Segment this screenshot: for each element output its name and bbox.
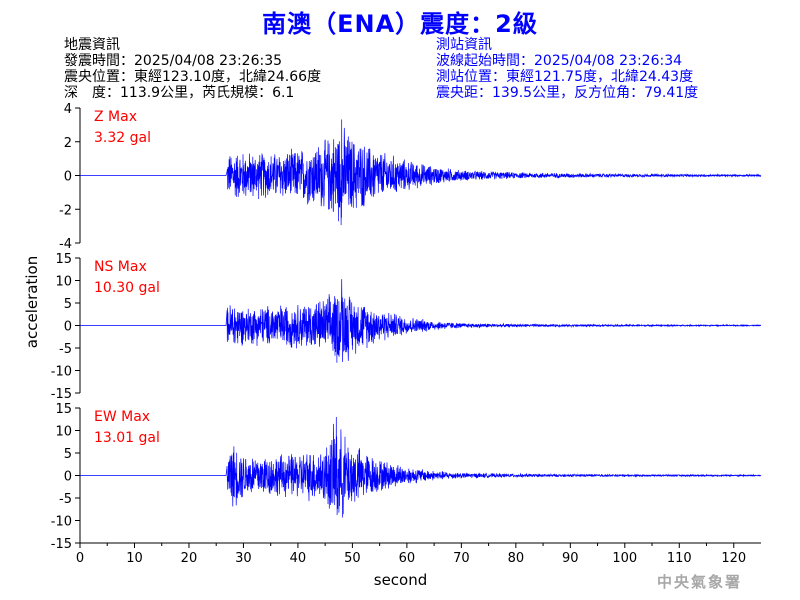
earthquake-info-block: 地震資訊 發震時間：2025/04/08 23:26:35 震央位置：東經123… <box>64 37 321 101</box>
ns-max-label: NS Max <box>94 259 147 275</box>
ns-waveform-trace <box>80 279 762 363</box>
epicenter-location: 震央位置：東經123.10度，北緯24.66度 <box>64 69 322 85</box>
x-tick-label: 70 <box>453 551 470 566</box>
x-tick-label: 10 <box>126 551 143 566</box>
ew-y-tick-label: 5 <box>64 447 72 462</box>
z-max-label: Z Max <box>94 109 137 125</box>
z-y-tick-label: 4 <box>64 102 72 117</box>
station-info-block: 測站資訊 波線起始時間：2025/04/08 23:26:34 測站位置：東經1… <box>436 37 698 101</box>
y-axis-label: acceleration <box>23 256 41 348</box>
x-tick-label: 0 <box>76 551 84 566</box>
wave-start-time: 波線起始時間：2025/04/08 23:26:34 <box>436 53 683 69</box>
ew-y-tick-label: 0 <box>64 470 72 485</box>
epicentral-distance: 震央距：139.5公里，反方位角：79.41度 <box>436 85 699 101</box>
z-y-tick-label: 0 <box>64 170 72 185</box>
agency-watermark: 中央氣象署 <box>657 573 743 591</box>
x-tick-label: 80 <box>508 551 525 566</box>
ns-y-tick-label: 5 <box>64 297 72 312</box>
ns-y-tick-label: -15 <box>51 387 72 402</box>
x-tick-label: 20 <box>181 551 198 566</box>
ns-y-tick-label: -5 <box>59 342 72 357</box>
x-tick-label: 50 <box>344 551 361 566</box>
ew-waveform-trace <box>80 416 762 518</box>
x-tick-label: 60 <box>399 551 416 566</box>
x-tick-label: 40 <box>290 551 307 566</box>
x-tick-label: 110 <box>667 551 692 566</box>
ns-y-tick-label: 0 <box>64 320 72 335</box>
x-tick-label: 30 <box>235 551 252 566</box>
x-tick-label: 120 <box>721 551 746 566</box>
x-axis-label: second <box>374 571 428 589</box>
ew-y-tick-label: 15 <box>55 402 72 417</box>
ns-y-tick-label: -10 <box>51 365 72 380</box>
x-tick-label: 100 <box>612 551 637 566</box>
depth-magnitude: 深 度：113.9公里，芮氏規模：6.1 <box>64 85 295 101</box>
z-y-tick-label: 2 <box>64 136 72 151</box>
chart-title: 南澳（ENA）震度：2級 <box>262 10 538 38</box>
ew-y-tick-label: -10 <box>51 515 72 530</box>
earthquake-info-heading: 地震資訊 <box>64 37 120 53</box>
ew-y-tick-label: -5 <box>59 492 72 507</box>
ew-y-tick-label: 10 <box>55 425 72 440</box>
ew-max-value: 13.01 gal <box>94 430 160 446</box>
ew-y-tick-label: -15 <box>51 537 72 552</box>
z-y-tick-label: -4 <box>59 237 72 252</box>
station-info-heading: 測站資訊 <box>436 37 492 53</box>
ns-y-tick-label: 10 <box>55 275 72 290</box>
z-max-value: 3.32 gal <box>94 130 151 146</box>
ns-y-tick-label: 15 <box>55 252 72 267</box>
z-y-tick-label: -2 <box>59 203 72 218</box>
ns-max-value: 10.30 gal <box>94 280 160 296</box>
origin-time: 發震時間：2025/04/08 23:26:35 <box>64 53 283 69</box>
x-tick-label: 90 <box>562 551 579 566</box>
ew-max-label: EW Max <box>94 409 150 425</box>
z-waveform-trace <box>80 119 762 226</box>
station-location: 測站位置：東經121.75度，北緯24.43度 <box>436 69 694 85</box>
